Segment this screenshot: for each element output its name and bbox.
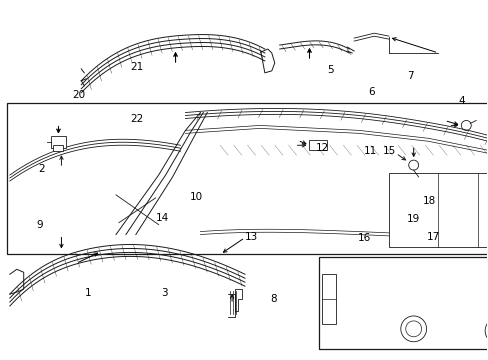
Text: 18: 18 (423, 197, 436, 206)
Bar (322, 274, 336, 324)
Text: 17: 17 (426, 232, 440, 242)
Text: 22: 22 (130, 114, 143, 124)
Text: 10: 10 (189, 192, 202, 202)
Text: 2: 2 (38, 163, 45, 174)
Text: 3: 3 (161, 288, 167, 298)
Text: 15: 15 (382, 146, 395, 156)
Text: 13: 13 (244, 232, 258, 242)
Text: 14: 14 (155, 213, 168, 223)
Bar (7, 103, 488, 255)
Bar (50, 136, 66, 148)
Text: 16: 16 (358, 233, 371, 243)
Text: 1: 1 (85, 288, 91, 298)
Text: 4: 4 (458, 96, 464, 106)
Text: 19: 19 (406, 214, 419, 224)
Text: 5: 5 (327, 65, 333, 75)
Bar (319, 257, 488, 349)
Text: 9: 9 (36, 220, 43, 230)
Text: 6: 6 (367, 87, 374, 98)
Bar (388, 173, 488, 247)
Text: 8: 8 (270, 294, 276, 303)
Text: 21: 21 (130, 62, 143, 72)
Bar (309, 140, 326, 150)
Text: 20: 20 (72, 90, 85, 100)
Text: 12: 12 (315, 143, 328, 153)
Text: 7: 7 (407, 71, 413, 81)
Bar (53, 145, 63, 151)
Text: 11: 11 (363, 146, 377, 156)
